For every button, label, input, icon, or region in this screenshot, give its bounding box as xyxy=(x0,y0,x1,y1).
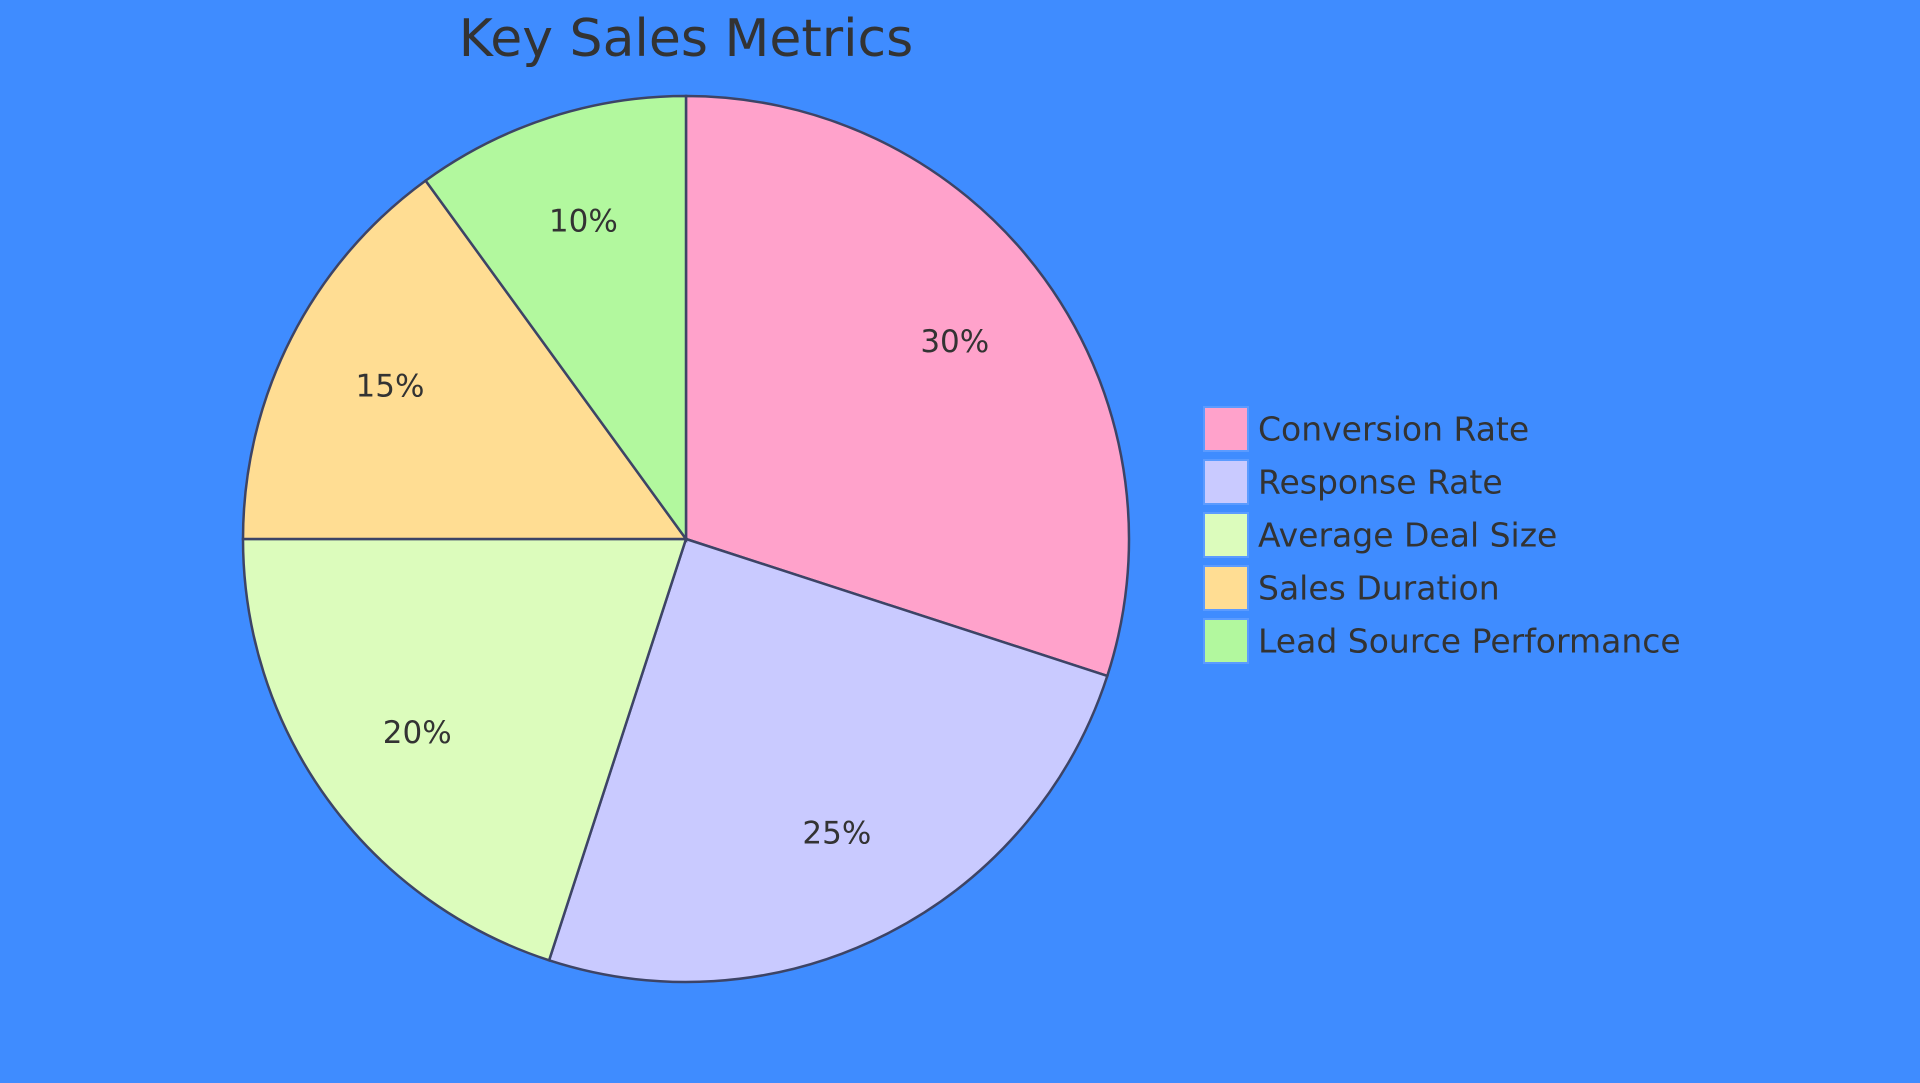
slice-label: 15% xyxy=(356,369,425,405)
legend-swatch xyxy=(1203,406,1249,452)
legend-swatch xyxy=(1203,618,1249,664)
legend-swatch xyxy=(1203,565,1249,611)
pie-slice xyxy=(684,94,1131,678)
legend-label: Average Deal Size xyxy=(1258,516,1557,555)
pie-slice xyxy=(241,537,688,962)
legend-label: Conversion Rate xyxy=(1258,410,1529,449)
slice-label: 25% xyxy=(802,816,871,852)
pie-slice xyxy=(423,94,688,543)
legend-label: Response Rate xyxy=(1258,463,1503,502)
pie-slice xyxy=(241,178,689,541)
legend-label: Sales Duration xyxy=(1258,569,1500,608)
chart-title: Key Sales Metrics xyxy=(459,9,914,69)
slice-label: 10% xyxy=(549,204,618,240)
slice-label: 20% xyxy=(383,715,452,751)
slice-label: 30% xyxy=(920,324,989,360)
legend-swatch xyxy=(1203,512,1249,558)
legend-swatch xyxy=(1203,459,1249,505)
legend-label: Lead Source Performance xyxy=(1258,622,1681,661)
pie-slice xyxy=(547,537,1109,984)
